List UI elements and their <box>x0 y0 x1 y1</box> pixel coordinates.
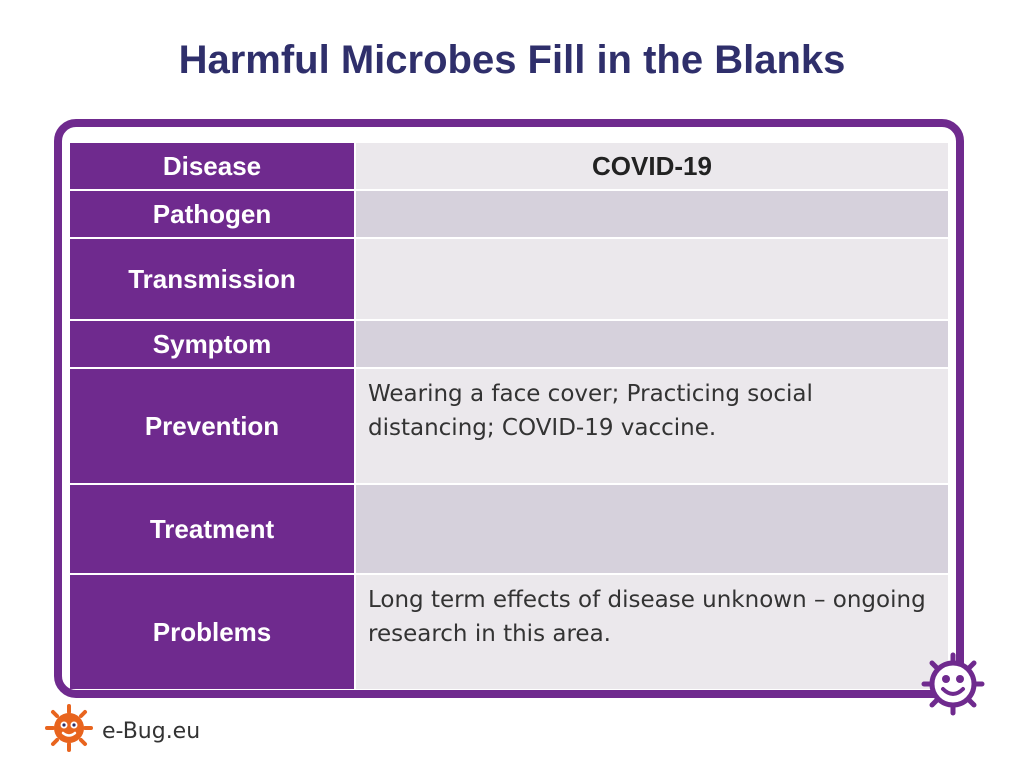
cell-disease: COVID-19 <box>356 143 948 189</box>
smiley-microbe-icon <box>921 652 985 716</box>
cell-treatment[interactable] <box>356 485 948 573</box>
ebug-microbe-icon <box>45 704 93 752</box>
fill-in-table: Disease COVID-19 Pathogen Transmission S… <box>70 143 948 689</box>
brand-text: e-Bug.eu <box>102 719 201 744</box>
row-label-symptom: Symptom <box>70 321 354 367</box>
cell-pathogen[interactable] <box>356 191 948 237</box>
cell-transmission[interactable] <box>356 239 948 319</box>
row-label-disease: Disease <box>70 143 354 189</box>
page-title: Harmful Microbes Fill in the Blanks <box>178 38 846 82</box>
row-label-problems: Problems <box>70 575 354 689</box>
cell-problems: Long term effects of disease unknown – o… <box>356 575 948 689</box>
cell-symptom[interactable] <box>356 321 948 367</box>
row-label-transmission: Transmission <box>70 239 354 319</box>
cell-prevention: Wearing a face cover; Practicing social … <box>356 369 948 483</box>
row-label-treatment: Treatment <box>70 485 354 573</box>
row-label-prevention: Prevention <box>70 369 354 483</box>
row-label-pathogen: Pathogen <box>70 191 354 237</box>
